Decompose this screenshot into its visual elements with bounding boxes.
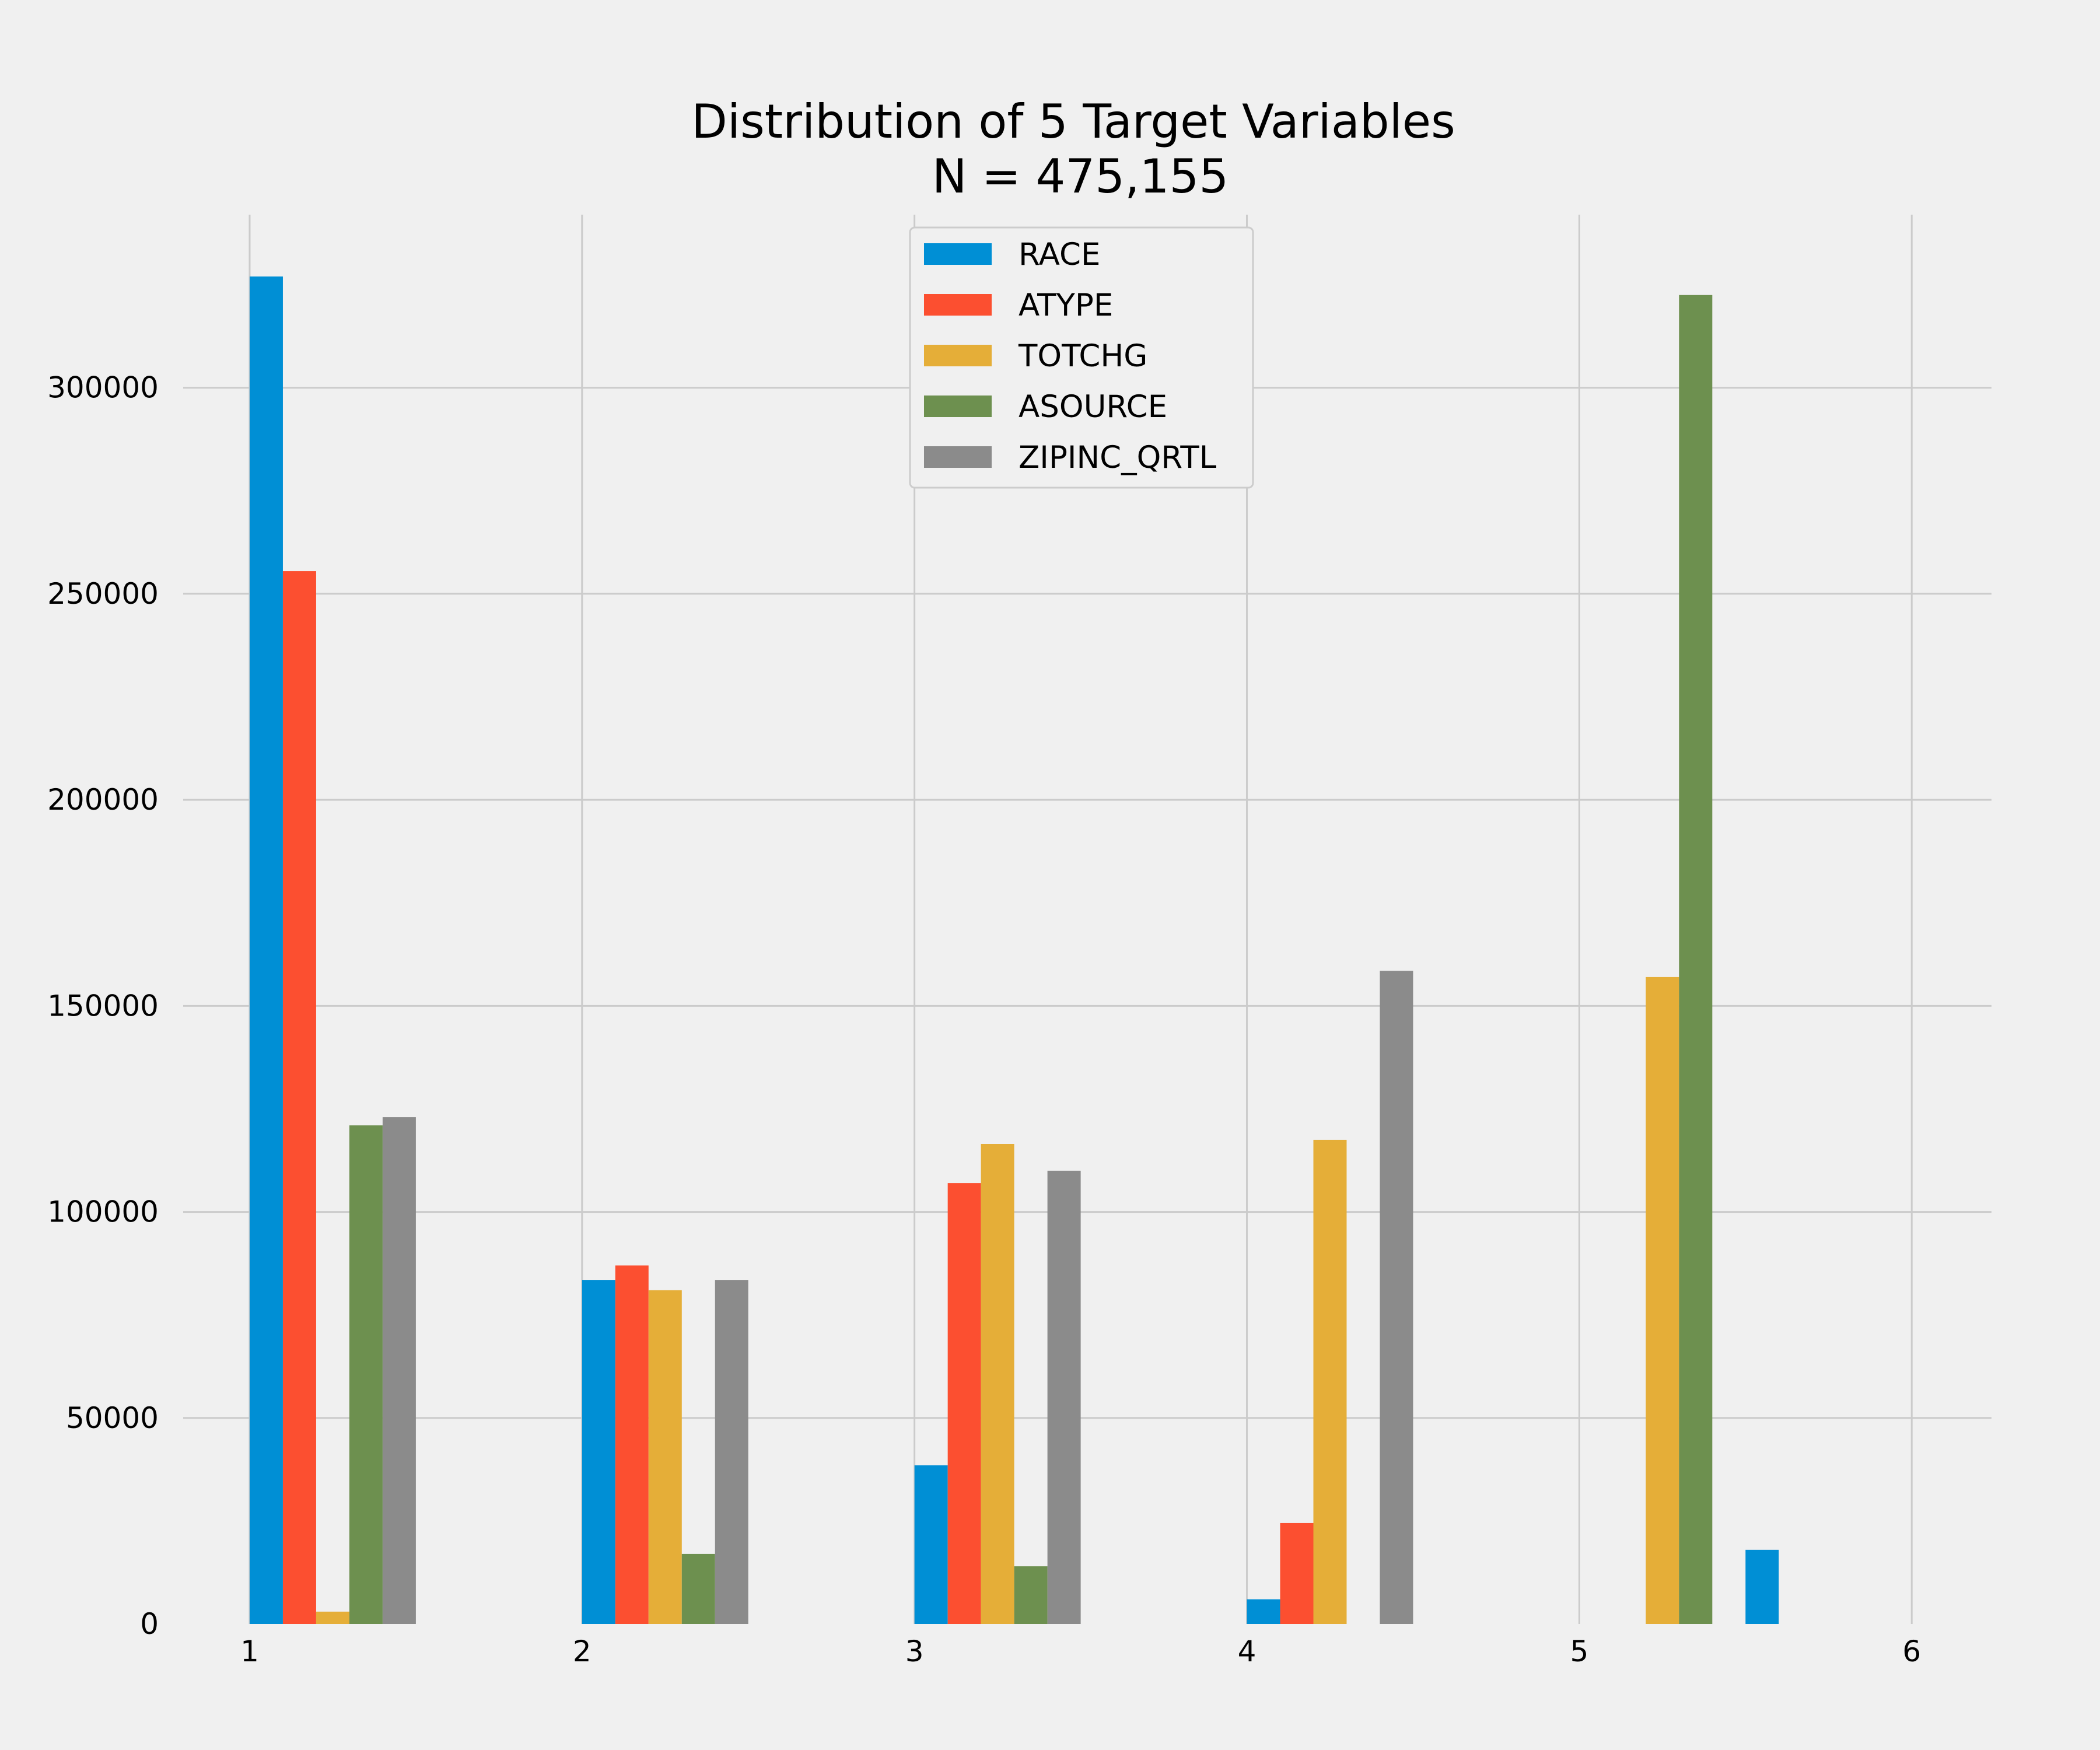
legend-label: ASOURCE [1019, 389, 1167, 425]
legend-label: ATYPE [1019, 288, 1113, 323]
bar-asource [1014, 1566, 1048, 1624]
bar-asource [349, 1125, 383, 1624]
y-tick-label: 100000 [47, 1195, 159, 1229]
bar-atype [1280, 1522, 1314, 1624]
y-tick-label: 200000 [47, 783, 159, 817]
bar-totchg [1646, 977, 1679, 1624]
y-tick-label: 300000 [47, 371, 159, 405]
legend-label: TOTCHG [1018, 338, 1147, 374]
y-tick-label: 50000 [66, 1401, 159, 1435]
x-tick-label: 1 [240, 1634, 259, 1668]
bar-race [914, 1465, 948, 1624]
x-tick-label: 4 [1238, 1634, 1256, 1668]
legend-frame [909, 226, 1254, 489]
legend-swatch [924, 294, 992, 316]
x-tick-label: 5 [1570, 1634, 1588, 1668]
chart-subtitle: N = 475,155 [932, 149, 1229, 204]
y-tick-label: 150000 [47, 989, 159, 1023]
bar-zipinc-qrtl [382, 1117, 416, 1624]
chart-title: Distribution of 5 Target Variables [691, 94, 1455, 149]
bar-totchg [1313, 1139, 1347, 1624]
bar-race [1247, 1599, 1280, 1624]
legend-swatch [924, 345, 992, 366]
legend-swatch [924, 243, 992, 265]
bar-totchg [648, 1290, 682, 1624]
x-tick-label: 2 [573, 1634, 592, 1668]
y-tick-label: 0 [140, 1607, 159, 1641]
bar-race [1745, 1549, 1779, 1624]
bar-zipinc-qrtl [715, 1280, 748, 1624]
tick-layer: 0 50000 100000 150000 200000 250000 300000 1 2 3 4… [47, 371, 1921, 1668]
legend-label: ZIPINC_QRTL [1019, 440, 1217, 475]
legend: RACE ATYPE TOTCHG ASOURCE ZIPINC_QRTL [909, 226, 1254, 489]
x-tick-label: 6 [1902, 1634, 1921, 1668]
bar-atype [947, 1183, 981, 1624]
legend-swatch [924, 396, 992, 417]
bar-race [249, 276, 283, 1625]
bar-zipinc-qrtl [1380, 971, 1413, 1624]
bar-layer [249, 276, 1779, 1625]
bar-asource [681, 1553, 715, 1624]
bar-asource [1679, 295, 1713, 1624]
legend-label: RACE [1019, 237, 1101, 272]
y-tick-label: 250000 [47, 577, 159, 611]
bar-zipinc-qrtl [1047, 1170, 1081, 1624]
bar-atype [282, 571, 316, 1624]
x-tick-label: 3 [905, 1634, 924, 1668]
bar-totchg [981, 1144, 1014, 1624]
bar-totchg [316, 1611, 349, 1624]
legend-swatch [924, 446, 992, 468]
bar-race [582, 1280, 615, 1624]
bar-atype [615, 1265, 649, 1624]
